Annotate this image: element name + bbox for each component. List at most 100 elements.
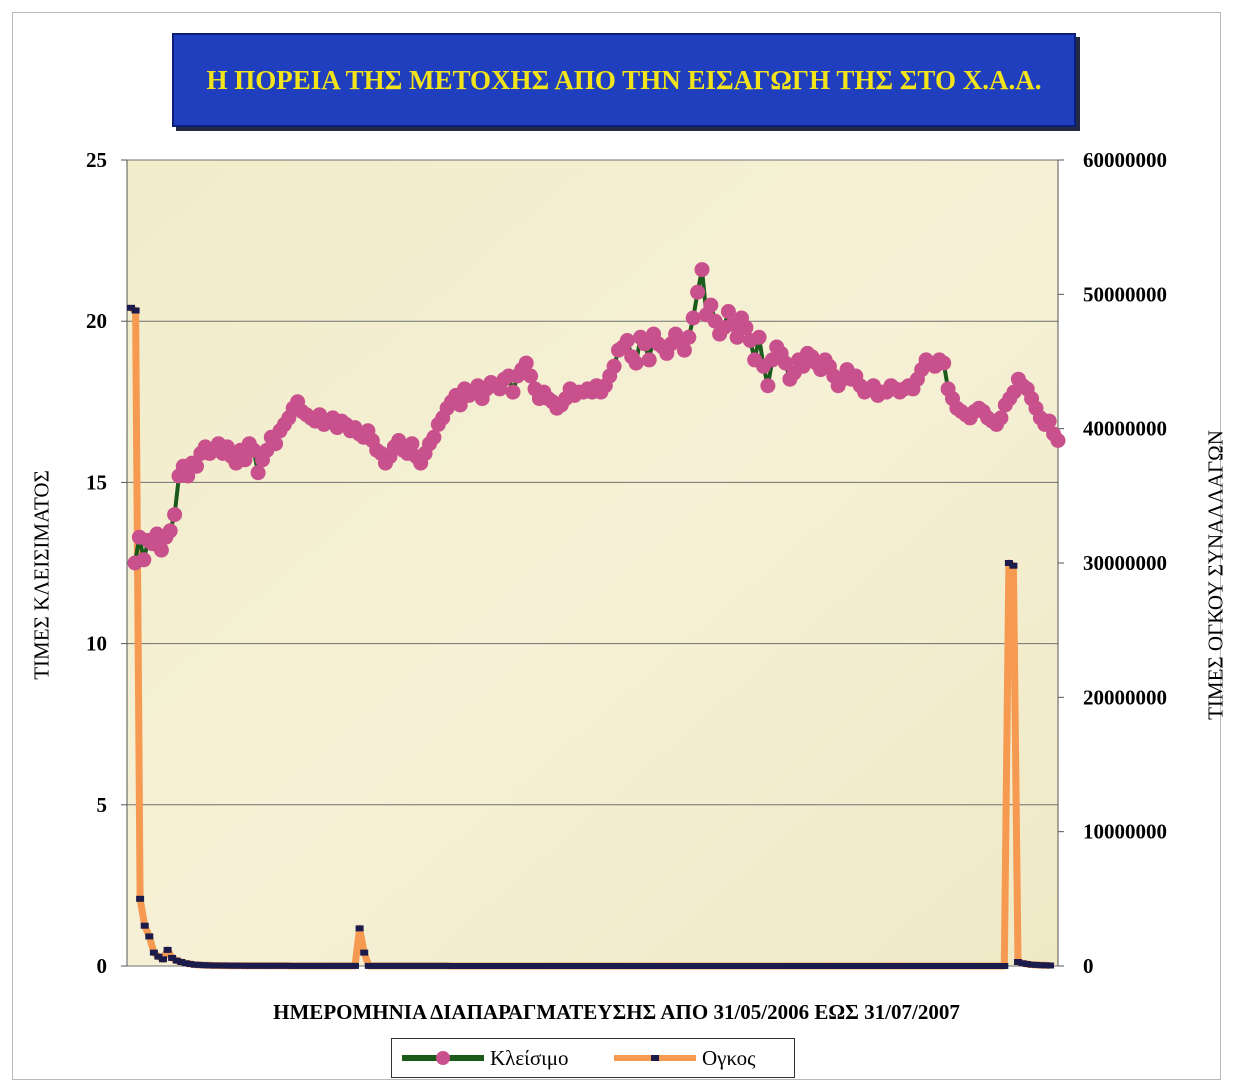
left-axis: 0 5 10 15 20 25 (86, 148, 128, 978)
volume-marker (291, 962, 300, 969)
close-point (268, 436, 284, 452)
volume-marker (776, 963, 785, 969)
volume-marker (657, 963, 666, 969)
close-point (1041, 413, 1057, 429)
volume-marker (863, 963, 872, 969)
volume-marker (620, 963, 629, 969)
volume-marker (767, 963, 776, 969)
volume-marker (127, 304, 135, 311)
volume-marker (707, 963, 716, 969)
volume-marker (982, 963, 990, 969)
volume-marker (790, 963, 798, 969)
legend-swatch-close (402, 1051, 484, 1065)
legend-swatch-volume (614, 1055, 696, 1061)
volume-marker (456, 963, 465, 969)
volume-marker (460, 963, 469, 969)
volume-marker (918, 963, 926, 969)
volume-marker (835, 963, 844, 969)
volume-marker (172, 957, 181, 964)
volume-marker (515, 963, 524, 969)
volume-marker (213, 962, 222, 969)
volume-marker (735, 963, 744, 969)
volume-marker (593, 963, 602, 969)
volume-marker (273, 962, 282, 969)
volume-marker (245, 962, 254, 969)
volume-marker (373, 962, 382, 969)
volume-marker (387, 962, 396, 969)
volume-marker (323, 962, 332, 969)
close-point (628, 355, 644, 371)
volume-marker (698, 963, 707, 969)
right-tick-label: 0 (1083, 954, 1094, 978)
close-point (703, 297, 719, 313)
close-point (641, 352, 657, 368)
volume-series (127, 304, 1054, 970)
volume-marker (991, 963, 1000, 969)
volume-marker (579, 963, 588, 969)
volume-marker (287, 962, 295, 969)
volume-marker (922, 963, 931, 969)
volume-marker (369, 962, 378, 969)
volume-marker (1009, 562, 1018, 569)
volume-marker (364, 962, 373, 969)
volume-marker (547, 963, 556, 969)
volume-marker (899, 963, 908, 969)
volume-marker (771, 963, 780, 969)
volume-marker (803, 963, 812, 969)
volume-marker (163, 946, 172, 953)
volume-marker (223, 962, 231, 969)
volume-marker (136, 895, 145, 902)
close-point (162, 523, 178, 539)
volume-marker (328, 962, 337, 969)
volume-marker (360, 949, 369, 956)
volume-marker (1046, 962, 1054, 969)
volume-marker (693, 963, 702, 969)
volume-marker (131, 307, 140, 314)
volume-marker (332, 962, 341, 969)
volume-marker (629, 963, 638, 969)
close-point (246, 442, 262, 458)
volume-marker (341, 962, 350, 969)
volume-marker (159, 956, 167, 963)
legend-item-close: Κλείσιμο (402, 1039, 569, 1077)
volume-marker (799, 963, 808, 969)
volume-marker (726, 963, 734, 969)
close-point (751, 329, 767, 345)
volume-marker (277, 962, 286, 969)
close-point (404, 436, 420, 452)
volume-marker (1000, 963, 1009, 969)
volume-marker (867, 963, 876, 969)
volume-marker (501, 963, 510, 969)
volume-marker (721, 963, 730, 969)
volume-marker (950, 963, 958, 969)
volume-marker (319, 962, 327, 969)
volume-marker (565, 963, 574, 969)
volume-marker (492, 963, 501, 969)
volume-marker (913, 963, 922, 969)
volume-marker (236, 962, 245, 969)
volume-marker (716, 963, 725, 969)
volume-marker (584, 963, 593, 969)
volume-marker (469, 963, 478, 969)
chart-title: Η ΠΟΡΕΙΑ ΤΗΣ ΜΕΤΟΧΗΣ ΑΠΟ ΤΗΝ ΕΙΣΑΓΩΓΗ ΤΗ… (206, 65, 1042, 95)
volume-marker (666, 963, 675, 969)
right-tick-label: 10000000 (1083, 820, 1167, 844)
volume-marker (506, 963, 515, 969)
close-point (760, 378, 776, 394)
volume-marker (204, 962, 213, 969)
volume-marker (419, 962, 428, 969)
volume-marker (1018, 960, 1027, 967)
volume-marker (794, 963, 803, 969)
volume-marker (680, 963, 689, 969)
volume-marker (415, 962, 423, 969)
volume-marker (474, 963, 483, 969)
volume-marker (1004, 560, 1013, 566)
volume-marker (396, 962, 405, 969)
volume-marker (758, 963, 766, 969)
volume-marker (300, 962, 309, 969)
close-point (518, 355, 534, 371)
volume-marker (986, 963, 995, 969)
volume-marker (538, 963, 547, 969)
volume-marker (927, 963, 936, 969)
close-point (505, 384, 521, 400)
